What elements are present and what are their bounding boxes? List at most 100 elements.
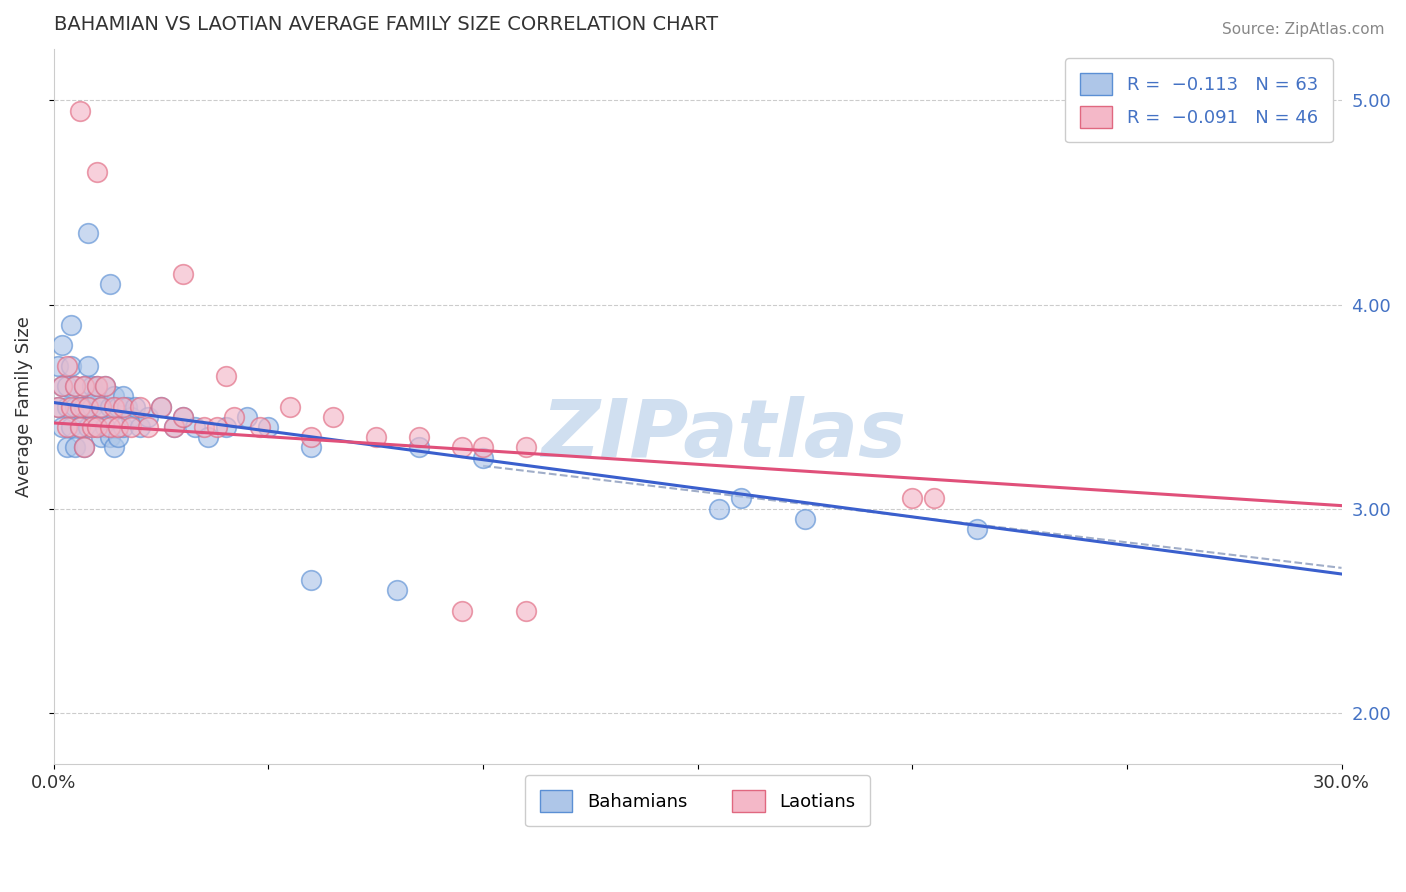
Point bbox=[299, 573, 322, 587]
Point bbox=[77, 359, 100, 373]
Point bbox=[86, 420, 108, 434]
Point bbox=[98, 400, 121, 414]
Point bbox=[172, 267, 194, 281]
Point bbox=[794, 512, 817, 526]
Point bbox=[111, 420, 134, 434]
Point bbox=[86, 165, 108, 179]
Point bbox=[299, 430, 322, 444]
Point bbox=[55, 379, 77, 393]
Point bbox=[86, 420, 108, 434]
Point bbox=[115, 400, 138, 414]
Point bbox=[77, 420, 100, 434]
Point bbox=[515, 441, 537, 455]
Point bbox=[128, 400, 150, 414]
Point bbox=[82, 379, 104, 393]
Point bbox=[150, 400, 173, 414]
Point bbox=[46, 400, 69, 414]
Point bbox=[111, 389, 134, 403]
Point bbox=[730, 491, 752, 506]
Point bbox=[90, 400, 112, 414]
Point bbox=[69, 420, 91, 434]
Point bbox=[322, 409, 344, 424]
Text: BAHAMIAN VS LAOTIAN AVERAGE FAMILY SIZE CORRELATION CHART: BAHAMIAN VS LAOTIAN AVERAGE FAMILY SIZE … bbox=[53, 15, 718, 34]
Point bbox=[472, 441, 495, 455]
Point bbox=[55, 441, 77, 455]
Point bbox=[107, 420, 129, 434]
Point bbox=[77, 226, 100, 240]
Point bbox=[278, 400, 301, 414]
Point bbox=[172, 409, 194, 424]
Point bbox=[111, 400, 134, 414]
Point bbox=[65, 441, 87, 455]
Point bbox=[163, 420, 186, 434]
Legend: Bahamians, Laotians: Bahamians, Laotians bbox=[526, 775, 870, 826]
Point bbox=[236, 409, 259, 424]
Point bbox=[90, 430, 112, 444]
Point bbox=[197, 430, 219, 444]
Point bbox=[55, 420, 77, 434]
Point bbox=[103, 441, 125, 455]
Point bbox=[150, 400, 173, 414]
Point bbox=[51, 420, 73, 434]
Point bbox=[55, 359, 77, 373]
Point bbox=[98, 430, 121, 444]
Point bbox=[193, 420, 215, 434]
Text: ZIPatlas: ZIPatlas bbox=[541, 396, 905, 475]
Point bbox=[69, 420, 91, 434]
Point bbox=[257, 420, 280, 434]
Point bbox=[65, 400, 87, 414]
Point bbox=[82, 400, 104, 414]
Point bbox=[94, 379, 117, 393]
Point bbox=[120, 409, 142, 424]
Point bbox=[73, 400, 96, 414]
Point bbox=[82, 420, 104, 434]
Point bbox=[224, 409, 246, 424]
Point bbox=[59, 318, 82, 332]
Point bbox=[103, 400, 125, 414]
Point bbox=[136, 409, 159, 424]
Point bbox=[966, 522, 988, 536]
Point bbox=[94, 379, 117, 393]
Point bbox=[86, 389, 108, 403]
Point bbox=[69, 103, 91, 118]
Point bbox=[94, 420, 117, 434]
Point bbox=[107, 400, 129, 414]
Point bbox=[163, 420, 186, 434]
Point bbox=[51, 338, 73, 352]
Point bbox=[450, 441, 472, 455]
Point bbox=[707, 501, 730, 516]
Point bbox=[65, 379, 87, 393]
Point bbox=[205, 420, 228, 434]
Point bbox=[214, 369, 236, 384]
Point bbox=[472, 450, 495, 465]
Point bbox=[51, 379, 73, 393]
Point bbox=[86, 379, 108, 393]
Point bbox=[46, 400, 69, 414]
Point bbox=[73, 441, 96, 455]
Text: Source: ZipAtlas.com: Source: ZipAtlas.com bbox=[1222, 22, 1385, 37]
Point bbox=[299, 441, 322, 455]
Point bbox=[120, 420, 142, 434]
Point bbox=[124, 400, 146, 414]
Point bbox=[69, 400, 91, 414]
Point bbox=[922, 491, 945, 506]
Point bbox=[184, 420, 207, 434]
Point bbox=[77, 400, 100, 414]
Point bbox=[73, 379, 96, 393]
Point bbox=[73, 379, 96, 393]
Point bbox=[90, 400, 112, 414]
Point bbox=[107, 430, 129, 444]
Point bbox=[515, 604, 537, 618]
Point bbox=[55, 400, 77, 414]
Point bbox=[46, 359, 69, 373]
Point bbox=[408, 430, 430, 444]
Point bbox=[59, 400, 82, 414]
Point bbox=[59, 420, 82, 434]
Y-axis label: Average Family Size: Average Family Size bbox=[15, 316, 32, 497]
Point bbox=[103, 389, 125, 403]
Point bbox=[249, 420, 271, 434]
Point bbox=[136, 420, 159, 434]
Point bbox=[128, 420, 150, 434]
Point bbox=[65, 379, 87, 393]
Point bbox=[51, 379, 73, 393]
